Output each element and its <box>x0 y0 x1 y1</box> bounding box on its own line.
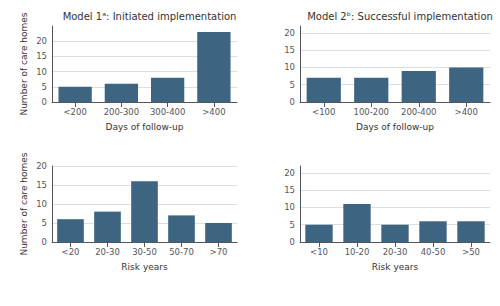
svg-text:0: 0 <box>290 237 295 247</box>
svg-text:Number of care homes: Number of care homes <box>19 12 29 115</box>
svg-text:50-70: 50-70 <box>169 247 194 257</box>
svg-text:0: 0 <box>42 237 47 247</box>
svg-text:200-400: 200-400 <box>401 107 437 117</box>
svg-text:10-20: 10-20 <box>345 247 370 257</box>
svg-text:Number of care homes: Number of care homes <box>19 152 29 255</box>
svg-text:Risk years: Risk years <box>121 262 168 272</box>
svg-text:<10: <10 <box>310 247 328 257</box>
svg-text:0: 0 <box>42 97 47 107</box>
svg-text:<100: <100 <box>312 107 335 117</box>
svg-text:<20: <20 <box>62 247 80 257</box>
svg-text:5: 5 <box>290 220 295 230</box>
svg-text:200-300: 200-300 <box>104 107 140 117</box>
svg-text:5: 5 <box>290 80 295 90</box>
svg-text:15: 15 <box>284 185 295 195</box>
svg-text:20: 20 <box>284 28 295 38</box>
svg-text:5: 5 <box>42 82 47 92</box>
svg-text:20-30: 20-30 <box>95 247 120 257</box>
svg-text:15: 15 <box>36 51 47 61</box>
svg-text:>50: >50 <box>462 247 480 257</box>
svg-text:Risk years: Risk years <box>372 262 419 272</box>
svg-text:>400: >400 <box>202 107 225 117</box>
svg-text:<200: <200 <box>63 107 86 117</box>
svg-text:30-50: 30-50 <box>132 247 157 257</box>
svg-text:20-30: 20-30 <box>383 247 408 257</box>
svg-text:Model 1ᵃ: Initiated implementa: Model 1ᵃ: Initiated implementation <box>63 11 237 22</box>
svg-text:20: 20 <box>36 161 47 171</box>
svg-text:15: 15 <box>36 180 47 190</box>
svg-text:10: 10 <box>284 202 295 212</box>
svg-text:5: 5 <box>42 218 47 228</box>
svg-text:Days of follow-up: Days of follow-up <box>105 122 183 132</box>
svg-text:Model 2ᵇ: Successful implement: Model 2ᵇ: Successful implementation <box>307 11 493 22</box>
svg-text:20: 20 <box>284 168 295 178</box>
svg-text:100-200: 100-200 <box>353 107 389 117</box>
svg-text:15: 15 <box>284 45 295 55</box>
svg-text:20: 20 <box>36 36 47 46</box>
svg-text:Days of follow-up: Days of follow-up <box>356 122 434 132</box>
svg-text:40-50: 40-50 <box>421 247 446 257</box>
svg-text:10: 10 <box>284 62 295 72</box>
svg-text:>400: >400 <box>455 107 478 117</box>
svg-text:300-400: 300-400 <box>150 107 186 117</box>
svg-text:10: 10 <box>36 199 47 209</box>
svg-text:10: 10 <box>36 67 47 77</box>
svg-text:>70: >70 <box>210 247 228 257</box>
svg-text:0: 0 <box>290 97 295 107</box>
